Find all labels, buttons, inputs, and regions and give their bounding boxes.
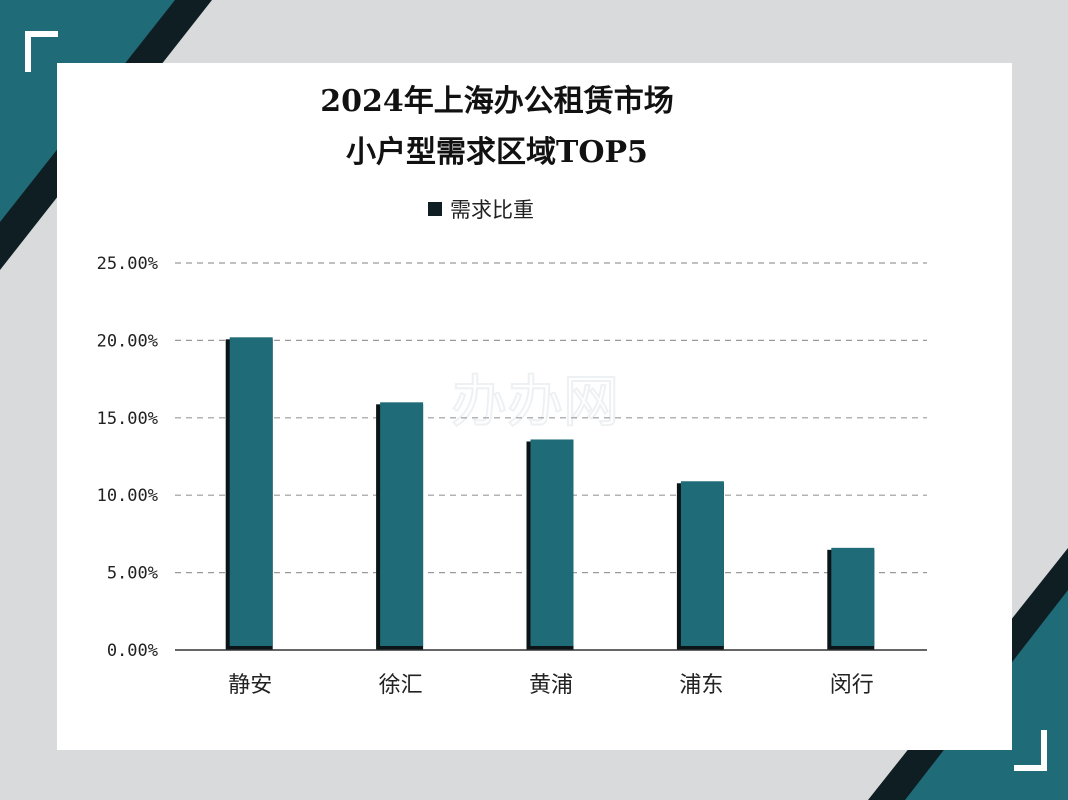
- bar: [530, 439, 574, 646]
- x-category-label: 静安: [228, 673, 272, 698]
- y-tick-label: 5.00%: [107, 564, 158, 584]
- top-left-bracket-icon: [25, 31, 58, 72]
- x-category-label: 黄浦: [529, 673, 573, 698]
- y-tick-label: 20.00%: [97, 331, 158, 351]
- x-category-label: 闵行: [830, 673, 874, 698]
- x-axis-categories: 静安 徐汇 黄浦 浦东 闵行: [228, 673, 874, 698]
- bar: [380, 402, 424, 646]
- legend-swatch: [428, 202, 442, 216]
- chart-card: 2024年上海办公租赁市场 小户型需求区域TOP5 需求比重 办办网 0.00%…: [57, 63, 1012, 750]
- bar: [831, 547, 875, 646]
- y-tick-label: 15.00%: [97, 409, 158, 429]
- chart-title-line-2: 小户型需求区域TOP5: [346, 135, 648, 170]
- bar: [229, 337, 273, 646]
- legend-label: 需求比重: [450, 198, 534, 222]
- watermark-text: 办办网: [451, 370, 619, 435]
- y-axis-ticks: 0.00% 5.00% 10.00% 15.00% 20.00% 25.00%: [97, 254, 158, 661]
- y-tick-label: 25.00%: [97, 254, 158, 274]
- x-category-label: 徐汇: [379, 673, 423, 698]
- bar: [680, 481, 724, 646]
- bar-chart: 2024年上海办公租赁市场 小户型需求区域TOP5 需求比重 办办网 0.00%…: [97, 84, 927, 698]
- bars: [225, 337, 875, 650]
- x-category-label: 浦东: [679, 673, 723, 698]
- y-tick-label: 0.00%: [107, 641, 158, 661]
- y-tick-label: 10.00%: [97, 486, 158, 506]
- chart-title-line-1: 2024年上海办公租赁市场: [320, 84, 674, 119]
- bottom-right-bracket-icon: [1014, 730, 1047, 771]
